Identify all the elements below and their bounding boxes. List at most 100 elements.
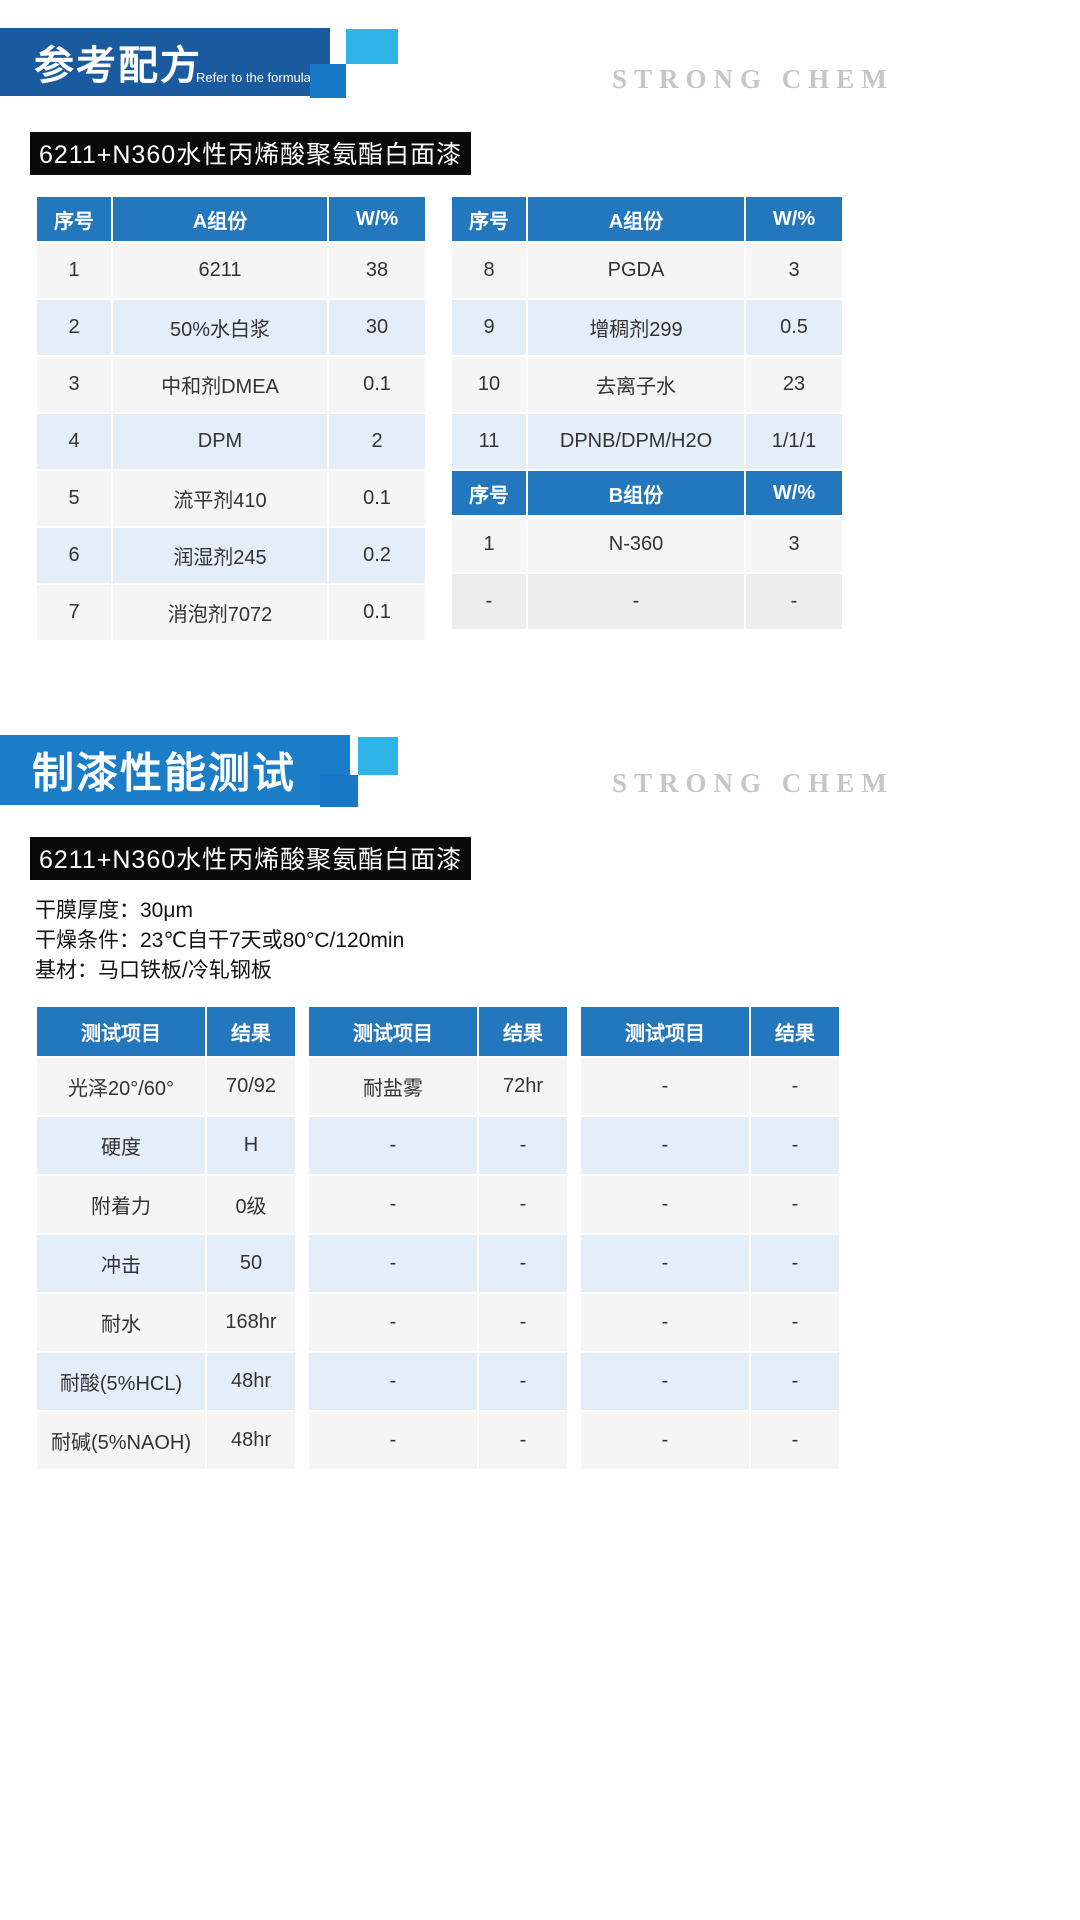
table-row: --- [450,572,844,631]
table-cell: - [749,1351,841,1412]
table-cell: - [579,1410,751,1471]
table-row: 冲击 50 [35,1233,297,1294]
table-cell: - [579,1174,751,1235]
perf-table-group-2: 测试项目 结果 耐盐雾 72hr - - - - - - - - - - - - [307,1005,569,1471]
table-cell: N-360 [526,515,746,574]
info-film-thickness: 干膜厚度：30μm [35,899,193,922]
table-cell: 润湿剂245 [111,526,329,585]
table-cell: 增稠剂299 [526,298,746,357]
table-body: 8 PGDA 3 9 增稠剂299 0.5 10 去离子水 23 11 DPNB/DPM/H2O 1/… [450,241,844,471]
table-row: 1 6211 38 [35,241,427,300]
table-cell: - [477,1115,569,1176]
table-row: 耐水 168hr [35,1292,297,1353]
table-cell: - [307,1115,479,1176]
table-cell: 2 [35,298,113,357]
table-cell: 7 [35,583,113,642]
table-cell: 168hr [205,1292,297,1353]
table-row: -- [307,1115,569,1176]
table-cell: 冲击 [35,1233,207,1294]
table-cell: 2 [327,412,427,471]
info-substrate: 基材：马口铁板/冷轧钢板 [35,959,272,982]
table-cell: - [307,1174,479,1235]
table-cell: PGDA [526,241,746,300]
column-header: W/% [744,469,844,517]
column-header: 序号 [450,469,528,517]
table-cell: - [477,1174,569,1235]
table-cell: - [749,1174,841,1235]
table-row: -- [579,1292,841,1353]
table-row: -- [579,1410,841,1471]
column-header: 序号 [450,195,528,243]
table-cell: - [749,1233,841,1294]
brand-watermark: STRONG CHEM [612,768,894,798]
table-cell: 3 [744,515,844,574]
column-header: 测试项目 [307,1005,479,1058]
table-cell: 30 [327,298,427,357]
table-cell: 耐水 [35,1292,207,1353]
column-header: 序号 [35,195,113,243]
table-row: 8 PGDA 3 [450,241,844,300]
table-row: -- [307,1410,569,1471]
table-cell: - [579,1233,751,1294]
table-cell: 去离子水 [526,355,746,414]
table-cell: 0.1 [327,355,427,414]
table-row: -- [307,1233,569,1294]
table-row: -- [579,1115,841,1176]
table-cell: - [749,1056,841,1117]
table-cell: 6211 [111,241,329,300]
table-row: 11 DPNB/DPM/H2O 1/1/1 [450,412,844,471]
table-cell: - [477,1292,569,1353]
table-cell: 0级 [205,1174,297,1235]
table-row: -- [307,1292,569,1353]
table-cell: 0.2 [327,526,427,585]
info-drying-condition: 干燥条件：23℃自干7天或80°C/120min [35,929,405,952]
table-cell: 11 [450,412,528,471]
perf-table-group-1: 测试项目 结果 光泽20°/60° 70/92 硬度 H 附着力 0级 冲击 50 耐水 168hr… [35,1005,297,1471]
table-cell: 4 [35,412,113,471]
table-row: -- [579,1233,841,1294]
table-cell: - [477,1351,569,1412]
table-row: 10 去离子水 23 [450,355,844,414]
decor-square-light-icon [346,29,398,64]
table-row: 7 消泡剂7072 0.1 [35,583,427,642]
table-cell: 50%水白浆 [111,298,329,357]
table-cell: 38 [327,241,427,300]
perf-table-group-3: 测试项目 结果 -------------- [579,1005,841,1471]
table-cell: 48hr [205,1351,297,1412]
table-row: 1 N-360 3 [450,515,844,574]
table-row: 3 中和剂DMEA 0.1 [35,355,427,414]
table-row: 6 润湿剂245 0.2 [35,526,427,585]
column-header: 结果 [205,1005,297,1058]
column-header: B组份 [526,469,746,517]
table-cell: - [579,1115,751,1176]
table-header-row: 序号 A组份 W/% [450,195,844,243]
table-cell: 0.1 [327,583,427,642]
table-row: -- [579,1351,841,1412]
decor-square-blue-icon [310,64,346,98]
table-cell: 5 [35,469,113,528]
table-cell: 50 [205,1233,297,1294]
table-cell: DPNB/DPM/H2O [526,412,746,471]
table-row: 2 50%水白浆 30 [35,298,427,357]
table-header-row: 测试项目 结果 [579,1005,841,1058]
table-header-row: 序号 B组份 W/% [450,469,844,517]
table-row: 5 流平剂410 0.1 [35,469,427,528]
table-cell: 3 [35,355,113,414]
table-header-row: 测试项目 结果 [35,1005,297,1058]
table-cell: - [477,1410,569,1471]
table-row: 光泽20°/60° 70/92 [35,1056,297,1117]
test-conditions: 干膜厚度：30μm 干燥条件：23℃自干7天或80°C/120min 基材：马口… [35,896,404,986]
table-cell: 耐酸(5%HCL) [35,1351,207,1412]
section1-banner-subtitle: Refer to the formula [196,70,311,85]
table-row: 硬度 H [35,1115,297,1176]
table-body: 1 6211 38 2 50%水白浆 30 3 中和剂DMEA 0.1 4 DPM 2 5 流平剂410 0… [35,241,427,642]
table-cell: 耐盐雾 [307,1056,479,1117]
table-cell: 10 [450,355,528,414]
table-cell: 1/1/1 [744,412,844,471]
table-cell: 中和剂DMEA [111,355,329,414]
table-cell: 消泡剂7072 [111,583,329,642]
table-row: 附着力 0级 [35,1174,297,1235]
column-header: 结果 [477,1005,569,1058]
table-cell: - [477,1233,569,1294]
table-cell: 光泽20°/60° [35,1056,207,1117]
